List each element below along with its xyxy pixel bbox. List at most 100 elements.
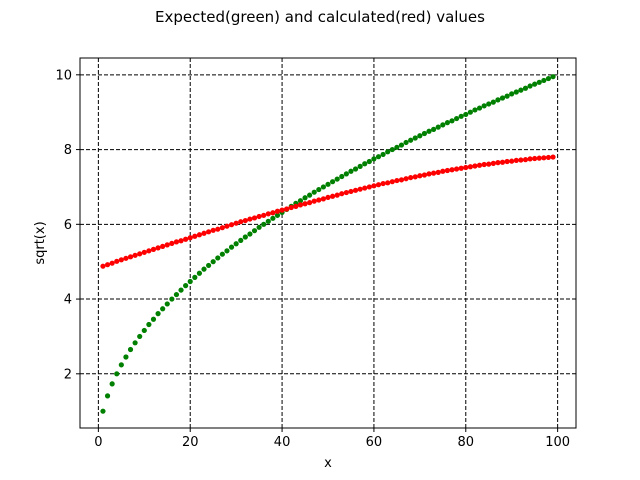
data-point (320, 196, 327, 202)
data-point (403, 139, 409, 146)
data-point (504, 158, 510, 165)
data-point (329, 193, 336, 199)
data-point (224, 248, 230, 254)
data-point (109, 381, 115, 387)
data-point (196, 270, 203, 276)
data-point (114, 258, 120, 264)
data-point (251, 215, 258, 221)
data-point (366, 184, 372, 190)
data-point (164, 242, 170, 248)
y-tick-label: 2 (64, 367, 72, 382)
data-point (127, 254, 134, 260)
data-point (490, 99, 496, 105)
data-point (302, 195, 308, 201)
data-point (123, 255, 129, 261)
y-tick-label: 6 (64, 218, 72, 233)
data-point (334, 192, 340, 198)
data-point (316, 186, 322, 193)
x-axis-label: x (324, 456, 332, 471)
data-point (453, 166, 460, 172)
data-point (412, 174, 418, 180)
data-point (467, 109, 473, 115)
grid-layer (80, 58, 576, 428)
data-point (302, 201, 308, 207)
x-axis-ticks: 0 20 40 60 80 100 (94, 428, 570, 450)
data-point (476, 162, 483, 168)
series-0 (100, 74, 556, 414)
data-point (297, 202, 304, 208)
data-point (385, 180, 391, 186)
data-point (178, 238, 184, 244)
data-point (183, 283, 189, 289)
data-point (453, 115, 460, 122)
chart-title: Expected(green) and calculated(red) valu… (155, 8, 485, 26)
data-point (412, 135, 418, 141)
data-point (380, 151, 386, 158)
data-point (398, 142, 405, 148)
data-point (385, 149, 391, 155)
data-point (440, 168, 446, 174)
data-point (325, 194, 331, 201)
data-point (320, 184, 327, 190)
data-point (205, 229, 212, 235)
data-point (362, 161, 368, 167)
series-1 (100, 154, 556, 269)
data-point (421, 130, 428, 137)
data-point (366, 158, 372, 165)
data-point (228, 244, 235, 250)
data-point (109, 260, 115, 266)
data-point (513, 157, 519, 164)
data-point (265, 211, 271, 217)
data-point (458, 165, 464, 171)
data-point (279, 207, 285, 213)
data-point (486, 161, 492, 167)
data-point (334, 176, 340, 182)
data-point (371, 183, 377, 189)
data-point (261, 221, 267, 227)
data-point (104, 393, 111, 399)
data-point (380, 180, 386, 187)
x-tick-label: 100 (545, 435, 570, 450)
data-point (265, 218, 271, 224)
data-point (522, 157, 529, 163)
data-point (421, 172, 428, 178)
data-point (504, 93, 510, 99)
y-axis-label: sqrt(x) (33, 221, 48, 264)
data-point (127, 346, 134, 353)
data-point (288, 204, 294, 211)
data-point (242, 234, 248, 240)
data-point (210, 227, 216, 233)
data-point (495, 97, 501, 103)
data-point (169, 240, 175, 246)
data-point (371, 156, 377, 162)
data-point (490, 160, 496, 166)
data-point (316, 197, 322, 203)
data-point (215, 255, 221, 261)
data-point (173, 239, 180, 245)
data-point (532, 81, 538, 87)
data-point (201, 230, 207, 236)
data-point (357, 186, 363, 192)
data-point (417, 133, 423, 139)
data-point (375, 182, 382, 188)
data-point (311, 189, 317, 195)
data-point (219, 225, 225, 231)
data-point (541, 155, 547, 161)
data-point (261, 212, 267, 218)
data-point (499, 159, 506, 165)
x-tick-label: 80 (458, 435, 475, 450)
data-point (394, 177, 400, 184)
data-point (187, 278, 193, 285)
data-point (527, 83, 533, 89)
data-point (155, 311, 161, 317)
data-point (210, 259, 216, 265)
data-point (532, 155, 538, 162)
data-point (160, 243, 166, 249)
data-point (417, 173, 423, 179)
data-point (545, 75, 552, 82)
data-point (284, 206, 290, 212)
data-point (201, 266, 207, 272)
data-point (160, 306, 166, 312)
data-point (352, 187, 359, 193)
